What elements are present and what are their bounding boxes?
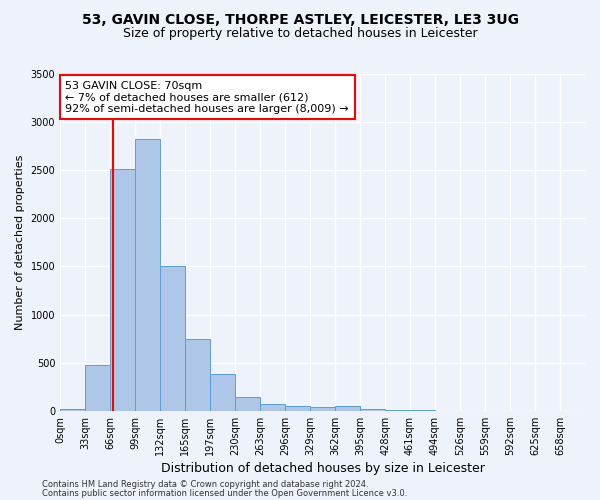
Bar: [310, 407, 335, 411]
Bar: [285, 406, 310, 411]
Bar: [85, 364, 110, 411]
Bar: [235, 397, 260, 411]
Bar: [110, 170, 135, 411]
Y-axis label: Number of detached properties: Number of detached properties: [15, 154, 25, 330]
Text: 53 GAVIN CLOSE: 70sqm
← 7% of detached houses are smaller (612)
92% of semi-deta: 53 GAVIN CLOSE: 70sqm ← 7% of detached h…: [65, 80, 349, 114]
Text: Contains public sector information licensed under the Open Government Licence v3: Contains public sector information licen…: [42, 489, 407, 498]
Bar: [185, 338, 210, 411]
Bar: [360, 409, 385, 411]
Text: 53, GAVIN CLOSE, THORPE ASTLEY, LEICESTER, LE3 3UG: 53, GAVIN CLOSE, THORPE ASTLEY, LEICESTE…: [82, 12, 518, 26]
Bar: [60, 409, 85, 411]
X-axis label: Distribution of detached houses by size in Leicester: Distribution of detached houses by size …: [161, 462, 485, 475]
Bar: [160, 266, 185, 411]
Text: Contains HM Land Registry data © Crown copyright and database right 2024.: Contains HM Land Registry data © Crown c…: [42, 480, 368, 489]
Bar: [385, 410, 410, 411]
Bar: [210, 374, 235, 411]
Bar: [260, 404, 285, 411]
Text: Size of property relative to detached houses in Leicester: Size of property relative to detached ho…: [122, 28, 478, 40]
Bar: [335, 406, 360, 411]
Bar: [135, 140, 160, 411]
